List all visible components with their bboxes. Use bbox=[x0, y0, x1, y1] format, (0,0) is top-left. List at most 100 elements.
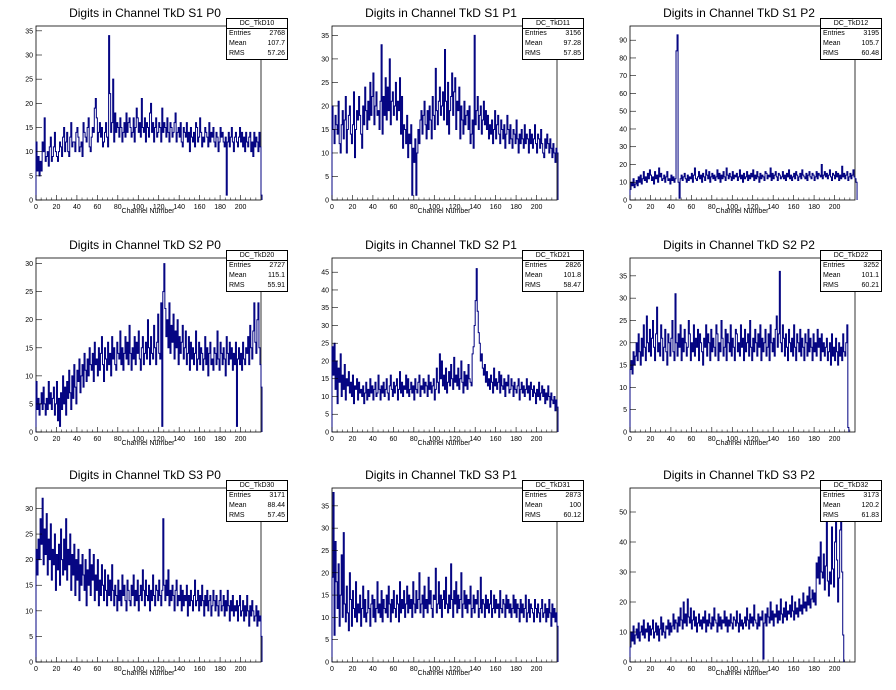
stats-value: 2826 bbox=[565, 262, 581, 269]
y-tick-label: 20 bbox=[25, 317, 33, 324]
y-tick-label: 30 bbox=[619, 144, 627, 151]
stats-value: 58.47 bbox=[563, 282, 581, 289]
y-tick-label: 10 bbox=[25, 149, 33, 156]
histogram-series-line bbox=[331, 34, 559, 200]
stats-row-entries: Entries 2768 bbox=[227, 29, 287, 39]
histogram-panel: 0 20 40 60 80 100 120 140 160 180 200 0 5 10 15 20 25 30 3… bbox=[0, 0, 290, 228]
y-tick-label: 15 bbox=[321, 127, 329, 134]
stats-value: 60.12 bbox=[563, 512, 581, 519]
x-tick-label: 100 bbox=[428, 436, 440, 443]
stats-value: 3173 bbox=[863, 492, 879, 499]
y-tick-label: 0 bbox=[325, 430, 329, 437]
y-tick-label: 50 bbox=[619, 510, 627, 517]
x-tick-label: 0 bbox=[628, 436, 632, 443]
y-tick-label: 0 bbox=[623, 430, 627, 437]
y-tick-label: 25 bbox=[25, 289, 33, 296]
stats-label: RMS bbox=[525, 512, 541, 519]
x-axis-label: Channel Number bbox=[417, 670, 471, 677]
histogram-series-line bbox=[629, 34, 858, 200]
y-tick-label: 0 bbox=[623, 198, 627, 205]
y-tick-label: 30 bbox=[321, 56, 329, 63]
stats-box: DC_TkD32 Entries 3173 Mean 120.2 RMS 61.83 bbox=[820, 480, 882, 522]
y-tick-label: 30 bbox=[619, 570, 627, 577]
y-tick-label: 10 bbox=[25, 608, 33, 615]
x-tick-label: 120 bbox=[449, 436, 461, 443]
x-tick-label: 0 bbox=[628, 666, 632, 673]
x-tick-label: 140 bbox=[173, 666, 185, 673]
stats-label: Entries bbox=[823, 262, 845, 269]
x-tick-label: 0 bbox=[330, 204, 334, 211]
y-tick-label: 30 bbox=[321, 323, 329, 330]
y-tick-label: 30 bbox=[25, 506, 33, 513]
histogram-plot: 0 20 40 60 80 100 120 140 160 180 200 0 10 20 30 40 50 bbox=[619, 487, 856, 673]
y-tick-label: 35 bbox=[619, 273, 627, 280]
histogram-plot: 0 20 40 60 80 100 120 140 160 180 200 0 5 10 15 20 25 30 3… bbox=[25, 25, 263, 211]
stats-label: RMS bbox=[229, 282, 245, 289]
y-tick-label: 35 bbox=[321, 503, 329, 510]
histogram-plot: 0 20 40 60 80 100 120 140 160 180 200 0 5 10 15 20 25 30 3… bbox=[321, 25, 559, 211]
x-tick-label: 0 bbox=[34, 436, 38, 443]
stats-value: 3195 bbox=[863, 30, 879, 37]
y-tick-label: 25 bbox=[321, 341, 329, 348]
y-tick-label: 35 bbox=[321, 33, 329, 40]
x-tick-label: 200 bbox=[235, 204, 247, 211]
y-tick-label: 50 bbox=[619, 109, 627, 116]
histogram-panel: 0 20 40 60 80 100 120 140 160 180 200 0 5 10 15 20 25 30 3… bbox=[296, 0, 586, 228]
histogram-plot: 0 20 40 60 80 100 120 140 160 180 200 0 5 10 15 20 25 30 3… bbox=[321, 257, 559, 443]
stats-box-name: DC_TkD32 bbox=[821, 481, 881, 491]
stats-box-name: DC_TkD30 bbox=[227, 481, 287, 491]
y-tick-label: 10 bbox=[25, 373, 33, 380]
y-tick-label: 25 bbox=[25, 77, 33, 84]
x-tick-label: 20 bbox=[647, 204, 655, 211]
x-tick-label: 80 bbox=[114, 436, 122, 443]
stats-box: DC_TkD12 Entries 3195 Mean 105.7 RMS 60.48 bbox=[820, 18, 882, 60]
stats-value: 57.85 bbox=[563, 50, 581, 57]
stats-value: 120.2 bbox=[861, 502, 879, 509]
y-tick-label: 40 bbox=[619, 126, 627, 133]
x-tick-label: 0 bbox=[330, 666, 334, 673]
histogram-series-line bbox=[35, 497, 263, 662]
stats-label: RMS bbox=[229, 50, 245, 57]
y-tick-label: 25 bbox=[321, 80, 329, 87]
x-tick-label: 160 bbox=[490, 204, 502, 211]
stats-row-mean: Mean 120.2 bbox=[821, 501, 881, 511]
x-tick-label: 80 bbox=[410, 204, 418, 211]
stats-row-mean: Mean 107.7 bbox=[227, 39, 287, 49]
histogram-panel: 0 20 40 60 80 100 120 140 160 180 200 0 5 10 15 20 25 30 D… bbox=[0, 462, 290, 690]
y-tick-label: 5 bbox=[325, 637, 329, 644]
y-tick-label: 15 bbox=[25, 125, 33, 132]
x-tick-label: 100 bbox=[132, 436, 144, 443]
stats-row-mean: Mean 101.1 bbox=[821, 271, 881, 281]
histogram-series-line bbox=[35, 35, 263, 200]
x-tick-label: 160 bbox=[194, 436, 206, 443]
y-tick-label: 40 bbox=[619, 540, 627, 547]
histogram-title: Digits in Channel TkD S3 P1 bbox=[365, 468, 517, 482]
histogram-series-line bbox=[331, 491, 559, 662]
stats-label: RMS bbox=[823, 512, 839, 519]
x-tick-label: 180 bbox=[808, 666, 820, 673]
histogram-title: Digits in Channel TkD S3 P0 bbox=[69, 468, 221, 482]
x-tick-label: 120 bbox=[747, 666, 759, 673]
stats-row-entries: Entries 3171 bbox=[227, 491, 287, 501]
y-tick-label: 20 bbox=[25, 101, 33, 108]
stats-box-name: DC_TkD22 bbox=[821, 251, 881, 261]
x-axis-label: Channel Number bbox=[121, 440, 175, 447]
x-tick-label: 140 bbox=[469, 204, 481, 211]
x-tick-label: 140 bbox=[469, 436, 481, 443]
histogram-panel: 0 20 40 60 80 100 120 140 160 180 200 0 5 10 15 20 25 30 3… bbox=[296, 462, 586, 690]
y-tick-label: 5 bbox=[325, 174, 329, 181]
stats-label: RMS bbox=[525, 50, 541, 57]
y-tick-label: 30 bbox=[619, 296, 627, 303]
y-tick-label: 20 bbox=[619, 162, 627, 169]
x-tick-label: 180 bbox=[214, 436, 226, 443]
x-tick-label: 200 bbox=[829, 666, 841, 673]
stats-row-rms: RMS 57.45 bbox=[227, 511, 287, 521]
y-tick-label: 15 bbox=[25, 583, 33, 590]
stats-row-entries: Entries 3195 bbox=[821, 29, 881, 39]
x-tick-label: 80 bbox=[114, 666, 122, 673]
stats-row-entries: Entries 3173 bbox=[821, 491, 881, 501]
stats-label: Mean bbox=[229, 272, 247, 279]
x-tick-label: 100 bbox=[428, 666, 440, 673]
stats-box-name: DC_TkD21 bbox=[523, 251, 583, 261]
y-tick-label: 0 bbox=[29, 430, 33, 437]
